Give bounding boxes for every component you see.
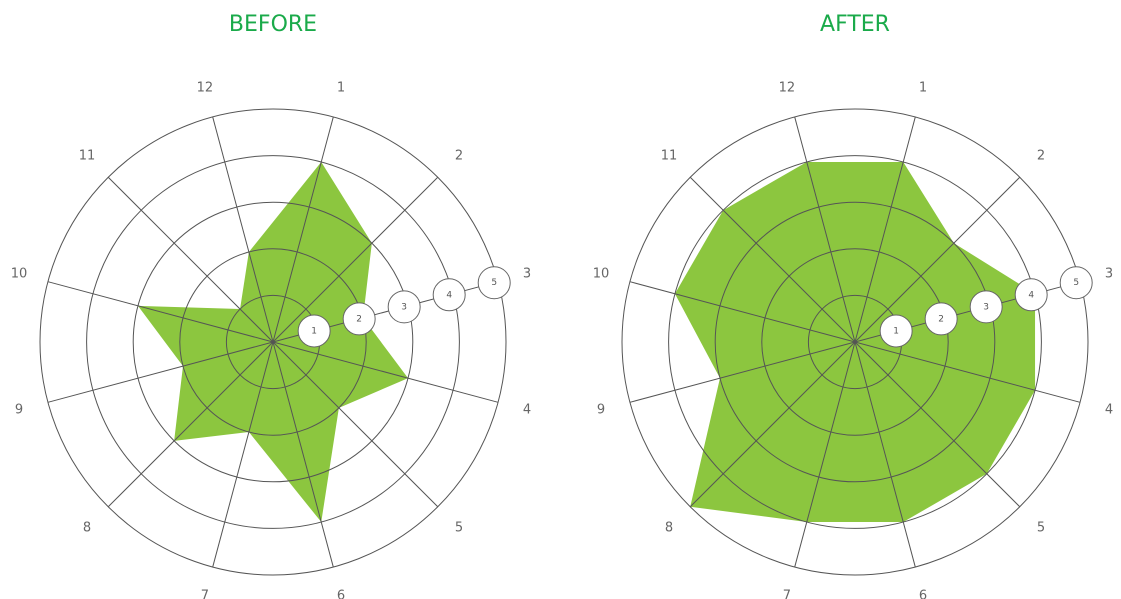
ring xyxy=(132,201,414,483)
spoke xyxy=(854,176,1021,343)
ring xyxy=(668,155,1042,529)
spoke xyxy=(689,176,856,343)
spoke xyxy=(854,341,916,568)
ring xyxy=(39,108,507,576)
ring xyxy=(179,248,367,436)
tick-label: 1 xyxy=(893,326,899,336)
category-label: 9 xyxy=(15,403,23,418)
spoke xyxy=(272,341,334,568)
tick-bubble xyxy=(879,314,913,348)
category-label: 10 xyxy=(593,266,610,281)
spoke xyxy=(272,116,334,343)
category-label: 2 xyxy=(1037,149,1045,164)
ring xyxy=(714,201,996,483)
spoke xyxy=(107,176,274,343)
category-label: 4 xyxy=(1105,403,1113,418)
category-label: 6 xyxy=(337,589,345,599)
spoke xyxy=(629,341,856,403)
category-label: 7 xyxy=(783,589,791,599)
spoke xyxy=(794,341,856,568)
ring xyxy=(86,155,460,529)
spoke xyxy=(689,341,856,508)
tick-bubble xyxy=(1014,278,1048,312)
tick-bubble xyxy=(1059,266,1093,300)
spoke xyxy=(47,281,274,343)
category-label: 10 xyxy=(11,266,28,281)
category-label: 4 xyxy=(523,403,531,418)
category-label: 1 xyxy=(919,80,927,95)
tick-bubble xyxy=(432,278,466,312)
category-label: 5 xyxy=(455,520,463,535)
spoke xyxy=(854,116,916,343)
tick-label: 3 xyxy=(983,302,989,312)
chart-title: AFTER xyxy=(820,12,890,37)
category-label: 11 xyxy=(661,149,678,164)
spoke xyxy=(272,341,499,403)
spoke xyxy=(272,176,439,343)
spoke xyxy=(854,341,1081,403)
ring xyxy=(761,248,949,436)
category-label: 8 xyxy=(83,520,91,535)
tick-label: 1 xyxy=(311,326,317,336)
tick-bubble xyxy=(969,290,1003,324)
category-label: 3 xyxy=(523,266,531,281)
category-label: 5 xyxy=(1037,520,1045,535)
tick-label: 3 xyxy=(401,302,407,312)
spoke xyxy=(212,116,274,343)
category-label: 6 xyxy=(919,589,927,599)
ring xyxy=(621,108,1089,576)
tick-bubble xyxy=(477,266,511,300)
spoke xyxy=(212,341,274,568)
tick-label: 2 xyxy=(938,314,944,324)
spoke xyxy=(794,116,856,343)
chart-title: BEFORE xyxy=(229,12,317,37)
spoke xyxy=(107,341,274,508)
tick-bubble xyxy=(297,314,331,348)
category-label: 12 xyxy=(197,80,214,95)
category-label: 11 xyxy=(79,149,96,164)
spoke xyxy=(629,281,856,343)
tick-bubble xyxy=(387,290,421,324)
category-label: 12 xyxy=(779,80,796,95)
tick-label: 4 xyxy=(446,290,452,300)
tick-label: 4 xyxy=(1028,290,1034,300)
category-label: 8 xyxy=(665,520,673,535)
tick-bubble xyxy=(924,302,958,336)
category-label: 3 xyxy=(1105,266,1113,281)
tick-label: 2 xyxy=(356,314,362,324)
tick-label: 5 xyxy=(1073,278,1079,288)
category-label: 7 xyxy=(201,589,209,599)
spoke xyxy=(272,341,439,508)
spoke xyxy=(854,341,1021,508)
category-label: 2 xyxy=(455,149,463,164)
tick-bubble xyxy=(342,302,376,336)
tick-label: 5 xyxy=(491,278,497,288)
spoke xyxy=(47,341,274,403)
category-label: 9 xyxy=(597,403,605,418)
category-label: 1 xyxy=(337,80,345,95)
